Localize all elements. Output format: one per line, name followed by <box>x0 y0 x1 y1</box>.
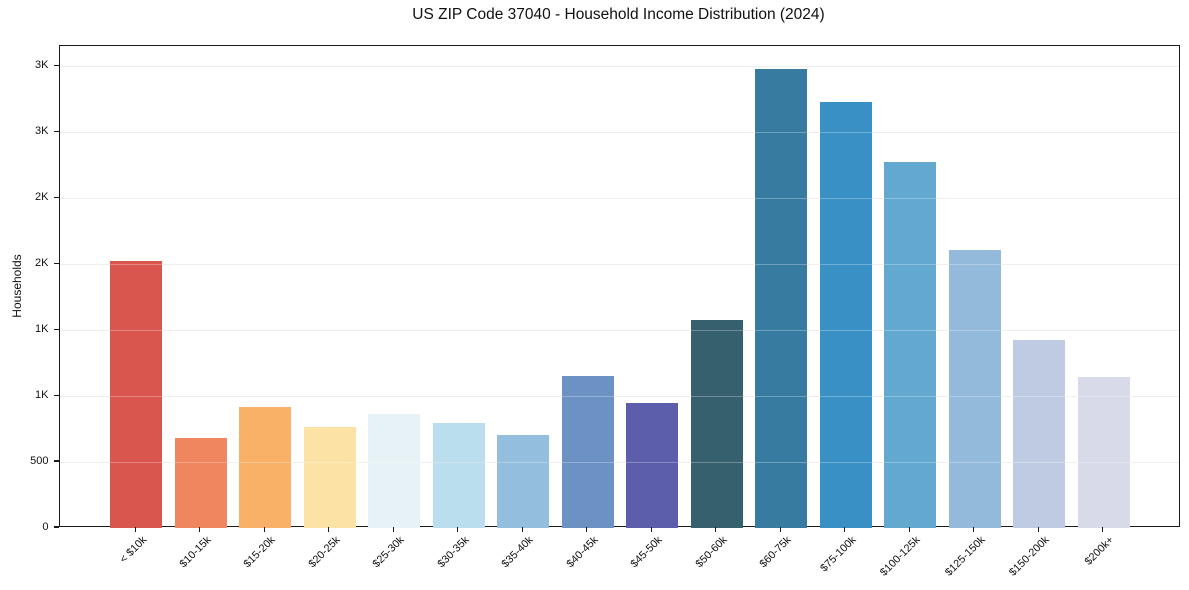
x-tick-label: $75-100k <box>817 534 859 575</box>
bar <box>755 69 808 528</box>
gridline <box>59 395 1179 397</box>
x-tick-mark <box>650 527 652 532</box>
x-tick-label: $200k+ <box>1082 534 1117 568</box>
bar <box>626 403 679 528</box>
bar <box>1013 340 1066 528</box>
y-tick-label: 3K <box>35 124 49 137</box>
gridline <box>59 65 1179 67</box>
y-tick-mark <box>53 526 59 528</box>
gridline <box>59 263 1179 265</box>
x-tick-label: $10-15k <box>177 534 214 571</box>
x-tick-label: < $10k <box>117 534 149 566</box>
gridline-overlay <box>59 461 1179 463</box>
x-tick-mark <box>1037 527 1039 532</box>
bar <box>819 102 872 528</box>
x-tick-label: $20-25k <box>306 534 343 571</box>
y-tick-label: 2K <box>35 256 49 269</box>
y-tick-label: 500 <box>30 454 49 467</box>
gridlines-overlay-layer <box>59 46 1179 526</box>
y-tick-mark <box>53 328 59 330</box>
bar <box>174 437 227 528</box>
x-tick-label: $30-35k <box>435 534 472 571</box>
x-tick-label: $35-40k <box>499 534 536 571</box>
gridline-overlay <box>59 131 1179 133</box>
x-tick-mark <box>134 527 136 532</box>
x-tick-mark <box>457 527 459 532</box>
y-tick-mark <box>53 262 59 264</box>
bar <box>303 427 356 528</box>
x-tick-label: $60-75k <box>757 534 794 571</box>
x-tick-mark <box>263 527 265 532</box>
x-tick-mark <box>199 527 201 532</box>
x-tick-label: $50-60k <box>693 534 730 571</box>
y-tick-label: 1K <box>35 388 49 401</box>
chart-title: US ZIP Code 37040 - Household Income Dis… <box>412 6 825 23</box>
bar <box>1077 377 1130 528</box>
x-tick-mark <box>328 527 330 532</box>
gridline-overlay <box>59 65 1179 67</box>
y-tick-label: 0 <box>42 520 49 533</box>
y-tick-mark <box>53 460 59 462</box>
gridline <box>59 131 1179 133</box>
y-tick-mark <box>53 130 59 132</box>
gridline-overlay <box>59 263 1179 265</box>
bar <box>948 249 1001 528</box>
x-tick-label: $25-30k <box>370 534 407 571</box>
x-tick-mark <box>586 527 588 532</box>
x-tick-mark <box>392 527 394 532</box>
y-tick-label: 2K <box>35 190 49 203</box>
bar <box>884 162 937 528</box>
bar <box>239 406 292 528</box>
x-tick-label: $125-150k <box>942 534 988 579</box>
x-tick-label: $40-45k <box>564 534 601 571</box>
x-tick-label: $45-50k <box>628 534 665 571</box>
x-tick-label: $150-200k <box>1007 534 1052 579</box>
y-tick-mark <box>53 394 59 396</box>
x-tick-mark <box>973 527 975 532</box>
gridline <box>59 461 1179 463</box>
x-tick-mark <box>521 527 523 532</box>
gridline <box>59 197 1179 199</box>
bar <box>561 376 614 528</box>
bars-layer <box>60 46 1179 528</box>
gridlines-layer <box>59 46 1179 526</box>
bar <box>432 423 485 528</box>
bar <box>110 260 163 528</box>
gridline-overlay <box>59 395 1179 397</box>
y-tick-label: 3K <box>35 58 49 71</box>
bar <box>690 320 743 528</box>
x-tick-mark <box>908 527 910 532</box>
bar <box>368 413 421 528</box>
x-tick-label: $15-20k <box>241 534 278 571</box>
bar <box>497 435 550 528</box>
y-tick-mark <box>53 196 59 198</box>
plot-area <box>58 45 1180 528</box>
x-tick-mark <box>779 527 781 532</box>
gridline-overlay <box>59 329 1179 331</box>
gridline <box>59 329 1179 331</box>
y-tick-label: 1K <box>35 322 49 335</box>
gridline-overlay <box>59 197 1179 199</box>
y-tick-mark <box>53 64 59 67</box>
x-tick-mark <box>1102 527 1104 532</box>
x-tick-mark <box>715 527 717 532</box>
x-tick-mark <box>844 527 846 532</box>
x-tick-label: $100-125k <box>878 534 923 579</box>
